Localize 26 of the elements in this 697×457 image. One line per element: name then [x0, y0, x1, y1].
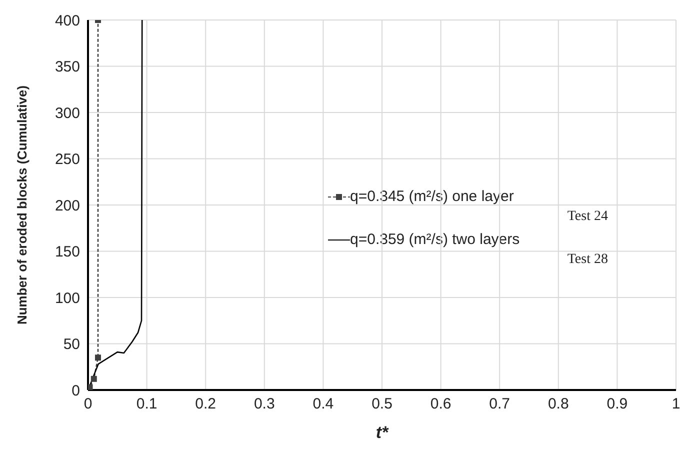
x-tick-label: 0.1: [136, 396, 158, 413]
y-tick-label: 0: [72, 382, 80, 400]
x-tick-label: 0.2: [195, 396, 216, 413]
x-tick-label: 0.6: [430, 396, 452, 413]
x-tick-label: 0.7: [489, 396, 510, 413]
x-tick-label: 0: [84, 396, 92, 413]
y-tick-label: 50: [63, 336, 80, 354]
x-tick-label: 0.8: [548, 396, 569, 413]
y-tick-label: 150: [54, 244, 80, 261]
y-tick-label: 250: [54, 151, 80, 168]
y-tick-label: 300: [54, 104, 80, 122]
x-tick-label: 0.9: [606, 396, 628, 413]
y-tick-label: 100: [54, 290, 80, 307]
y-tick-label: 350: [54, 58, 80, 76]
legend-label: q=0.359 (m²/s) two layers: [350, 231, 520, 248]
x-tick-label: 0.3: [254, 396, 275, 413]
y-tick-label: 400: [54, 12, 80, 30]
x-axis-title: t*: [376, 423, 390, 442]
annotation: Test 24: [566, 209, 608, 225]
legend-label: q=0.345 (m²/s) one layer: [350, 188, 514, 205]
x-tick-label: 0.4: [312, 396, 334, 413]
y-axis-title: Number of eroded blocks (Cumulative): [14, 85, 30, 325]
y-tick-label: 200: [54, 197, 80, 214]
x-tick-label: 0.5: [372, 396, 392, 413]
annotation: Test 28: [566, 252, 608, 268]
x-tick-label: 1: [672, 396, 680, 413]
